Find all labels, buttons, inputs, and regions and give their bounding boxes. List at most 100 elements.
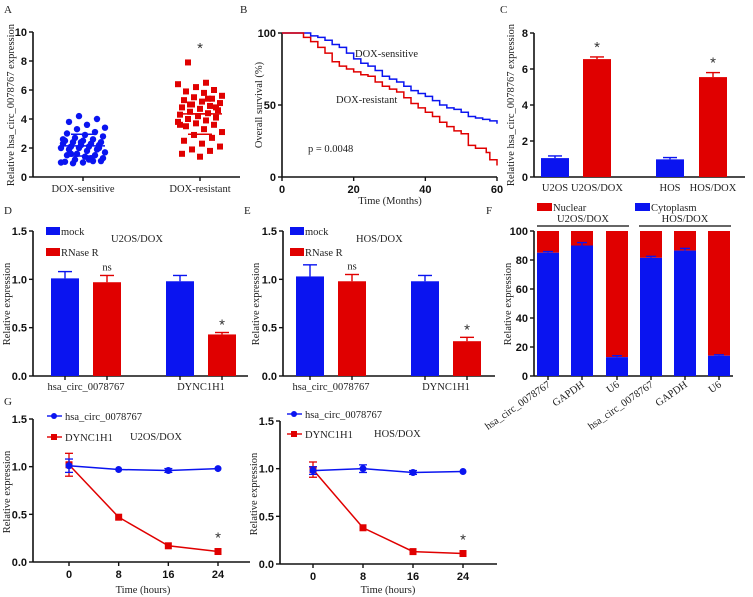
panel-a-point bbox=[79, 159, 87, 166]
panel-a-point bbox=[65, 118, 73, 126]
panel-d-bar-mock bbox=[51, 278, 79, 376]
panel-f-bar-cytoplasm bbox=[537, 252, 559, 376]
panel-g2-x-tick-label: 0 bbox=[310, 571, 316, 583]
panel-a-point bbox=[211, 87, 217, 93]
panel-f-bar-cytoplasm bbox=[674, 250, 696, 376]
panel-f-bar-cytoplasm bbox=[708, 355, 730, 376]
panel-g1-x-tick-label: 0 bbox=[66, 569, 72, 581]
panel-a-point bbox=[203, 79, 209, 86]
panel-f-legend-swatch-cytoplasm bbox=[635, 203, 650, 211]
panel-a-point bbox=[83, 121, 91, 128]
panel-d-title: U2OS/DOX bbox=[111, 234, 163, 245]
panel-g1-point bbox=[115, 466, 123, 474]
panel-g2-point bbox=[359, 465, 367, 473]
panel-g2-title: HOS/DOX bbox=[374, 429, 421, 440]
panel-b-survival-curve-dox-resistant bbox=[282, 32, 498, 166]
panel-d-ylabel: Relative expression bbox=[2, 262, 13, 345]
panel-f-x-tick-label: hsa_circ_0078767 bbox=[483, 379, 552, 432]
panel-a-point bbox=[97, 157, 105, 165]
panel-a-point bbox=[179, 150, 185, 157]
panel-letter-g: G bbox=[4, 396, 12, 408]
panel-a-point bbox=[187, 101, 193, 108]
panel-c-x-tick-label: U2OS bbox=[542, 183, 568, 194]
panel-g1-y-tick-label: 0.5 bbox=[12, 509, 27, 521]
panel-a-point bbox=[185, 116, 191, 122]
panel-g2-point bbox=[459, 550, 467, 558]
panel-b-survival-curve-dox-sensitive bbox=[282, 32, 498, 124]
panel-e-ylabel: Relative expression bbox=[251, 262, 262, 345]
panel-g2-point bbox=[409, 468, 417, 476]
panel-e-y-tick-label: 0.5 bbox=[262, 323, 277, 335]
panel-g2-legend-marker-dync bbox=[291, 431, 297, 437]
panel-d-legend-rnase: RNase R bbox=[61, 248, 99, 259]
panel-a-point bbox=[219, 129, 225, 136]
panel-f-legend-swatch-nuclear bbox=[537, 203, 552, 211]
panel-g1-legend-dync: DYNC1H1 bbox=[65, 433, 113, 444]
panel-b-p-value: p = 0.0048 bbox=[308, 144, 353, 155]
panel-b-series-label-resistant: DOX-resistant bbox=[336, 95, 397, 106]
panel-a-point bbox=[183, 88, 189, 95]
panel-a-point bbox=[191, 94, 197, 101]
panel-a-point bbox=[203, 117, 209, 124]
panel-c-y-tick-label: 0 bbox=[522, 172, 528, 184]
panel-a-point bbox=[101, 124, 109, 131]
panel-b-x-tick-label: 60 bbox=[491, 184, 503, 196]
panel-d-y-tick-label: 0.5 bbox=[12, 323, 27, 335]
panel-g1-y-tick-label: 1.0 bbox=[12, 462, 27, 474]
panel-g2-x-tick-label: 8 bbox=[360, 571, 366, 583]
panel-f-bar-nuclear bbox=[571, 231, 593, 246]
panel-a-point bbox=[57, 159, 65, 166]
panel-a-point bbox=[189, 146, 195, 153]
panel-f-group-label-u2os: U2OS/DOX bbox=[557, 214, 609, 225]
panel-d-y-tick-label: 0.0 bbox=[12, 371, 27, 383]
panel-e-legend-swatch-rnase bbox=[290, 248, 304, 256]
panel-g1-line-hsa_circ_0078767 bbox=[68, 464, 219, 472]
panel-a-y-tick-label: 10 bbox=[15, 27, 27, 39]
panel-g2-y-tick-label: 0.0 bbox=[259, 559, 274, 571]
panel-d-x-tick-label: DYNC1H1 bbox=[177, 382, 225, 393]
panel-f-x-tick-label: U6 bbox=[605, 379, 622, 395]
panel-letter-d: D bbox=[4, 205, 12, 217]
panel-b-x-tick-label: 0 bbox=[279, 184, 285, 196]
panel-a-point bbox=[213, 104, 219, 111]
panel-c-significance-star: * bbox=[710, 55, 716, 72]
panel-g2-y-tick-label: 1.0 bbox=[259, 464, 274, 476]
panel-a-point bbox=[77, 139, 85, 146]
panel-g1-x-tick-label: 24 bbox=[212, 569, 225, 581]
panel-g2-significance-star: * bbox=[460, 532, 466, 549]
panel-g1-y-tick-label: 0.0 bbox=[12, 557, 27, 569]
panel-a-point bbox=[59, 136, 67, 143]
panel-b-ylabel: Overall survival (%) bbox=[254, 61, 265, 148]
panel-g2-x-tick-label: 24 bbox=[457, 571, 470, 583]
panel-d-legend-swatch-mock bbox=[46, 227, 60, 235]
panel-g2-legend-circ: hsa_circ_0078767 bbox=[305, 410, 382, 421]
panel-d-significance-label: * bbox=[219, 317, 225, 334]
panel-f-legend-cytoplasm: Cytoplasm bbox=[651, 203, 697, 214]
panel-a-x-tick-label: DOX-sensitive bbox=[52, 184, 115, 195]
panel-a-point bbox=[209, 134, 215, 141]
panel-e-x-tick-label: DYNC1H1 bbox=[422, 382, 470, 393]
panel-a-point bbox=[207, 102, 213, 109]
panel-f-x-tick-label: hsa_circ_0078767 bbox=[586, 379, 655, 432]
panel-c-y-tick-label: 8 bbox=[522, 28, 528, 40]
panel-g2-point bbox=[409, 548, 417, 556]
panel-letter-c: C bbox=[500, 4, 507, 16]
panel-b-y-tick-label: 0 bbox=[270, 172, 276, 184]
panel-d-significance-label: ns bbox=[102, 262, 111, 273]
panel-a-point bbox=[197, 153, 203, 160]
panel-a-point bbox=[211, 121, 217, 128]
panel-g2-xlabel: Time (hours) bbox=[361, 585, 416, 596]
panel-f-x-tick-label: GAPDH bbox=[654, 379, 690, 409]
panel-c-x-tick-label: HOS/DOX bbox=[690, 183, 737, 194]
panel-g1-title: U2OS/DOX bbox=[130, 432, 182, 443]
panel-a-ylabel: Relative hsa_circ_0078767 expression bbox=[6, 23, 17, 186]
panel-f-x-tick-label: GAPDH bbox=[551, 379, 587, 409]
panel-a-point bbox=[187, 108, 193, 115]
panel-d-bar-rnase-r bbox=[93, 282, 121, 376]
panel-e-legend-rnase: RNase R bbox=[305, 248, 343, 259]
panel-f-bar-nuclear bbox=[708, 231, 730, 356]
panel-b-y-tick-label: 100 bbox=[258, 28, 276, 40]
panel-g1-significance-star: * bbox=[215, 530, 221, 547]
